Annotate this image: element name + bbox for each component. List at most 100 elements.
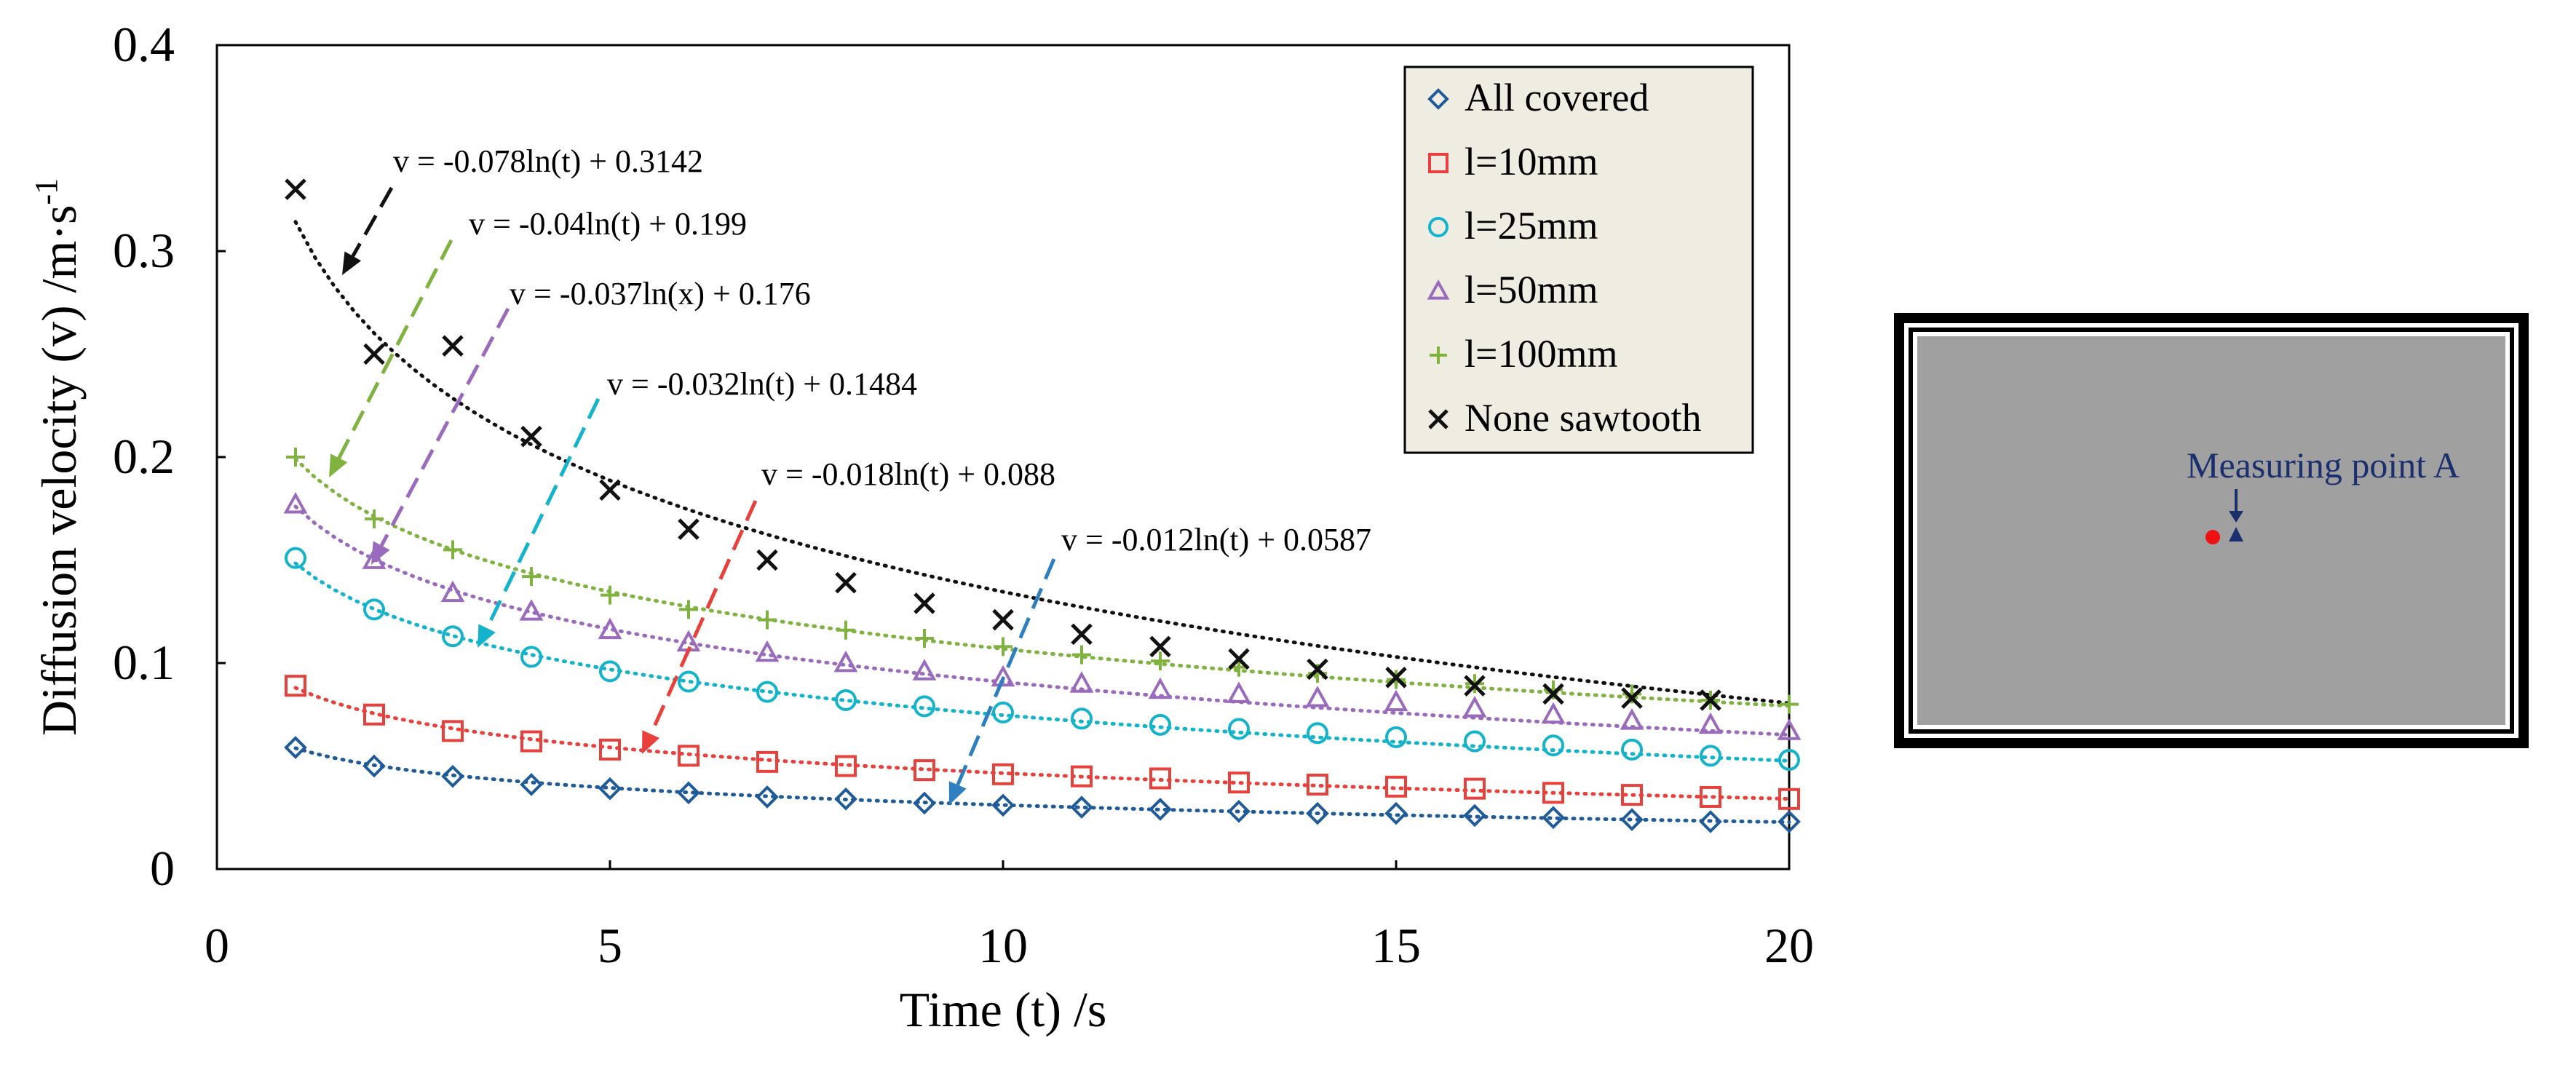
data-point-l-50mm [1226,681,1251,703]
data-point-all-covered [1149,798,1172,821]
legend-label-all-covered: All covered [1465,76,1649,119]
data-point-l-50mm [519,599,544,621]
data-point-none-sawtooth [363,343,385,365]
equation-arrowhead-all-covered [948,781,967,805]
data-point-l-25mm [520,646,542,668]
data-point-l-25mm [992,701,1014,723]
data-point-all-covered [834,787,857,811]
y-axis-ticks: 0 0.1 0.2 0.3 0.4 [113,17,226,896]
equation-label-l100mm: v = -0.04ln(t) + 0.199 [469,206,747,242]
legend-marker-all-covered [1427,88,1449,110]
data-point-l-50mm [1620,708,1644,730]
measuring-point-red-dot [2206,530,2220,544]
data-point-l-100mm [1072,645,1091,665]
measuring-point-label: Measuring point A [2187,445,2460,485]
equation-arrow-l-50mm [379,307,510,547]
data-point-l-100mm [286,448,305,467]
data-point-l-100mm [994,637,1012,657]
y-tick-label: 0.1 [113,635,175,690]
measuring-point-marker [2229,527,2243,542]
equation-label-l25mm: v = -0.032ln(t) + 0.1484 [607,366,917,402]
equation-arrow-l-10mm [649,499,758,735]
data-point-l-25mm [599,660,621,683]
y-tick-label: 0.2 [113,429,175,484]
data-markers [283,178,1802,833]
data-point-none-sawtooth [1071,623,1093,646]
data-point-l-10mm [1542,782,1564,804]
legend-label-none-sawtooth: None sawtooth [1465,396,1701,440]
y-tick-label: 0.4 [113,17,175,72]
data-point-l-10mm [1621,784,1643,806]
legend-label-l100mm: l=100mm [1465,332,1617,376]
data-point-all-covered [1227,799,1251,823]
legend-items [1427,88,1450,429]
data-point-l-100mm [522,567,541,587]
data-point-l-25mm [1071,707,1093,730]
x-tick-label: 20 [1764,918,1814,973]
equation-arrowhead-l-100mm [329,453,348,477]
equation-arrows [329,186,1056,805]
trendline-l-10mm [293,686,1791,801]
y-tick-label: 0.3 [113,223,175,278]
data-point-all-covered [441,764,464,788]
x-tick-label: 10 [978,918,1028,973]
data-point-l-25mm [1700,745,1721,767]
data-point-l-50mm [991,665,1015,687]
data-point-l-25mm [1307,722,1328,745]
trendline-l-100mm [293,457,1791,708]
equation-arrowhead-l-10mm [642,730,660,754]
data-point-l-100mm [443,540,462,560]
data-point-l-10mm [1228,772,1250,794]
data-point-l-100mm [836,620,855,640]
data-point-none-sawtooth [1700,689,1721,711]
equation-arrowhead-l-50mm [371,541,390,565]
data-point-l-10mm [1778,788,1800,810]
x-axis-label: Time (t) /s [900,982,1107,1037]
data-point-l-10mm [1385,775,1407,798]
data-point-all-covered [913,791,936,815]
data-point-l-25mm [756,681,778,703]
data-point-all-covered [1384,801,1408,825]
data-point-l-10mm [1307,773,1328,796]
y-axis-label: Diffusion velocity (v) /m·s-1 [28,178,87,736]
data-point-l-50mm [440,580,465,603]
data-point-all-covered [677,781,700,805]
data-point-l-10mm [1464,777,1486,800]
data-point-l-50mm [1069,671,1094,693]
x-axis-ticks: 0 5 10 15 20 [205,860,1814,973]
data-point-l-25mm [678,670,700,693]
data-point-none-sawtooth [1385,667,1407,689]
data-point-all-covered [284,736,307,759]
legend-label-l50mm: l=50mm [1465,268,1598,312]
x-tick-label: 5 [598,918,622,973]
data-point-l-50mm [1698,712,1723,734]
data-point-l-100mm [758,610,777,630]
data-point-l-10mm [1149,767,1171,790]
data-point-l-50mm [362,547,387,569]
data-point-l-100mm [915,629,934,648]
legend-marker-l-10mm [1428,153,1448,173]
equation-arrowhead-none-sawtooth [342,251,362,275]
data-point-l-100mm [679,600,698,619]
data-point-none-sawtooth [1307,658,1328,681]
data-point-l-100mm [1151,651,1170,671]
data-point-none-sawtooth [835,571,857,594]
legend-label-l10mm: l=10mm [1465,140,1598,183]
trendline-all-covered [293,746,1791,825]
legend-marker-none-sawtooth [1428,409,1448,429]
data-point-l-50mm [283,491,308,514]
data-point-l-25mm [1228,718,1250,740]
equation-arrow-none-sawtooth [351,186,394,258]
data-point-all-covered [756,785,779,809]
data-point-l-25mm [1542,734,1564,757]
data-point-l-50mm [1384,689,1408,712]
data-point-none-sawtooth [678,518,700,540]
measuring-point-pointer-head [2229,511,2243,523]
data-point-all-covered [1070,796,1093,819]
y-axis-label-main: Diffusion velocity (v) /m·s [31,205,87,737]
equation-arrow-l-100mm [337,239,453,459]
data-point-none-sawtooth [520,425,542,448]
data-point-l-10mm [835,755,857,777]
data-point-l-50mm [598,617,622,640]
data-point-l-25mm [1464,730,1486,753]
